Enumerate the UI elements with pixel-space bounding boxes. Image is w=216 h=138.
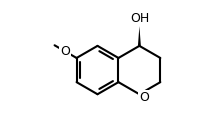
Text: OH: OH <box>130 12 149 25</box>
Text: O: O <box>139 91 149 104</box>
Text: O: O <box>60 45 70 58</box>
Polygon shape <box>138 26 141 46</box>
